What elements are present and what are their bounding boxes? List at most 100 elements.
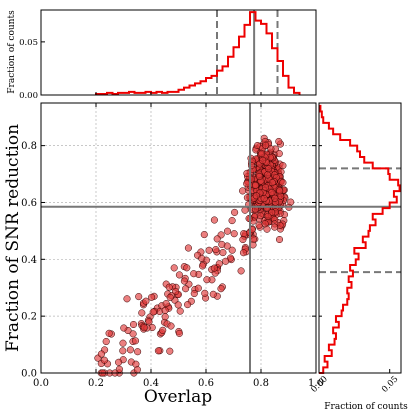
scatter-point [115,358,123,366]
scatter-point [123,295,131,303]
top-reference-lines [216,10,279,95]
scatter-point [119,347,127,355]
scatter-point [213,235,221,243]
scatter-point [134,348,142,356]
scatter-point [120,324,128,332]
scatter-point [261,220,269,228]
scatter-point [159,326,167,334]
x-tick-label: 1.0 [308,378,324,389]
scatter-point [175,271,183,279]
right-histogram-panel: 0.00 0.05 Fraction of counts [309,102,408,412]
scatter-point [126,346,134,354]
scatter-point [219,249,227,257]
y-tick-label: 0.6 [21,198,37,209]
scatter-point [167,322,175,330]
scatter-point [209,290,217,298]
top-y-tick-label: 0.05 [19,38,38,48]
y-tick-label: 0.8 [21,141,37,152]
scatter-point [190,289,198,298]
scatter-point [100,356,108,364]
scatter-point [275,150,283,158]
scatter-point [165,283,173,291]
scatter-point [161,306,169,314]
scatter-point [271,223,279,231]
scatter-point [252,192,260,200]
scatter-point [239,249,248,257]
scatter-point [230,230,238,238]
main-panel: 0.0 0.2 0.4 0.6 0.8 1.0 0.0 0.2 0.4 0.6 0.8 Overla… [3,102,324,407]
scatter-point [184,301,192,309]
right-histogram-line [319,104,401,374]
scatter-point [176,307,184,315]
scatter-point [223,227,232,235]
scatter-point [264,212,272,220]
scatter-points [94,134,295,377]
scatter-point [105,329,113,337]
top-histogram-line [95,11,301,95]
scatter-point [140,324,148,332]
scatter-point [218,240,226,248]
scatter-point [154,347,162,355]
scatter-point [268,188,276,196]
scatter-point [226,254,235,262]
scatter-point [264,165,273,173]
scatter-point [239,187,247,195]
scatter-point [198,254,206,262]
scatter-point [170,264,178,272]
scatter-point [255,221,263,229]
x-tick-label: 0.0 [33,378,49,389]
right-x-axis-label: Fraction of counts [324,402,408,412]
top-frame [40,9,317,96]
scatter-point [251,181,259,189]
scatter-point [205,246,213,254]
scatter-point [275,137,283,146]
scatter-point [180,277,188,285]
scatter-point [161,313,169,321]
scatter-point [215,260,223,268]
scatter-point [275,235,284,244]
scatter-point [240,230,248,238]
top-y-axis-label: Fraction of counts [7,10,17,94]
scatter-point [166,347,174,355]
scatter-point [142,297,150,305]
y-tick-label: 0.2 [21,312,37,323]
scatter-point [119,339,127,347]
scatter-point [97,350,105,358]
scatter-point [217,285,225,293]
main-ticks: 0.0 0.2 0.4 0.6 0.8 1.0 0.0 0.2 0.4 0.6 0.8 [21,103,324,389]
scatter-point [231,208,239,216]
scatter-point [210,264,218,272]
y-tick-label: 0.0 [21,369,37,380]
scatter-point [201,289,209,297]
scatter-point [249,235,257,243]
scatter-point [279,162,287,170]
scatter-point [237,267,245,275]
right-x-tick-label: 0.05 [380,374,400,394]
x-axis-label: Overlap [144,387,212,407]
scatter-point [263,171,272,179]
scatter-point [260,194,268,203]
scatter-point [203,276,211,284]
scatter-point [175,329,183,337]
y-tick-label: 0.4 [21,255,37,266]
scatter-point [267,145,275,153]
x-tick-label: 0.8 [253,378,269,389]
scatter-point [241,206,249,214]
scatter-point [190,270,198,278]
scatter-point [258,149,266,158]
scatter-point [212,246,220,254]
scatter-point [210,216,218,224]
scatter-point [271,194,279,202]
scatter-point [259,156,267,164]
main-reference-lines [41,103,316,373]
scatter-point [133,366,141,374]
right-frame [318,102,402,374]
scatter-point [261,183,270,191]
scatter-point [145,318,153,326]
top-y-tick-label: 0.00 [19,91,38,101]
scatter-point [228,217,236,225]
scatter-point [198,262,207,270]
scatter-point [255,172,263,181]
scatter-point [131,337,140,345]
